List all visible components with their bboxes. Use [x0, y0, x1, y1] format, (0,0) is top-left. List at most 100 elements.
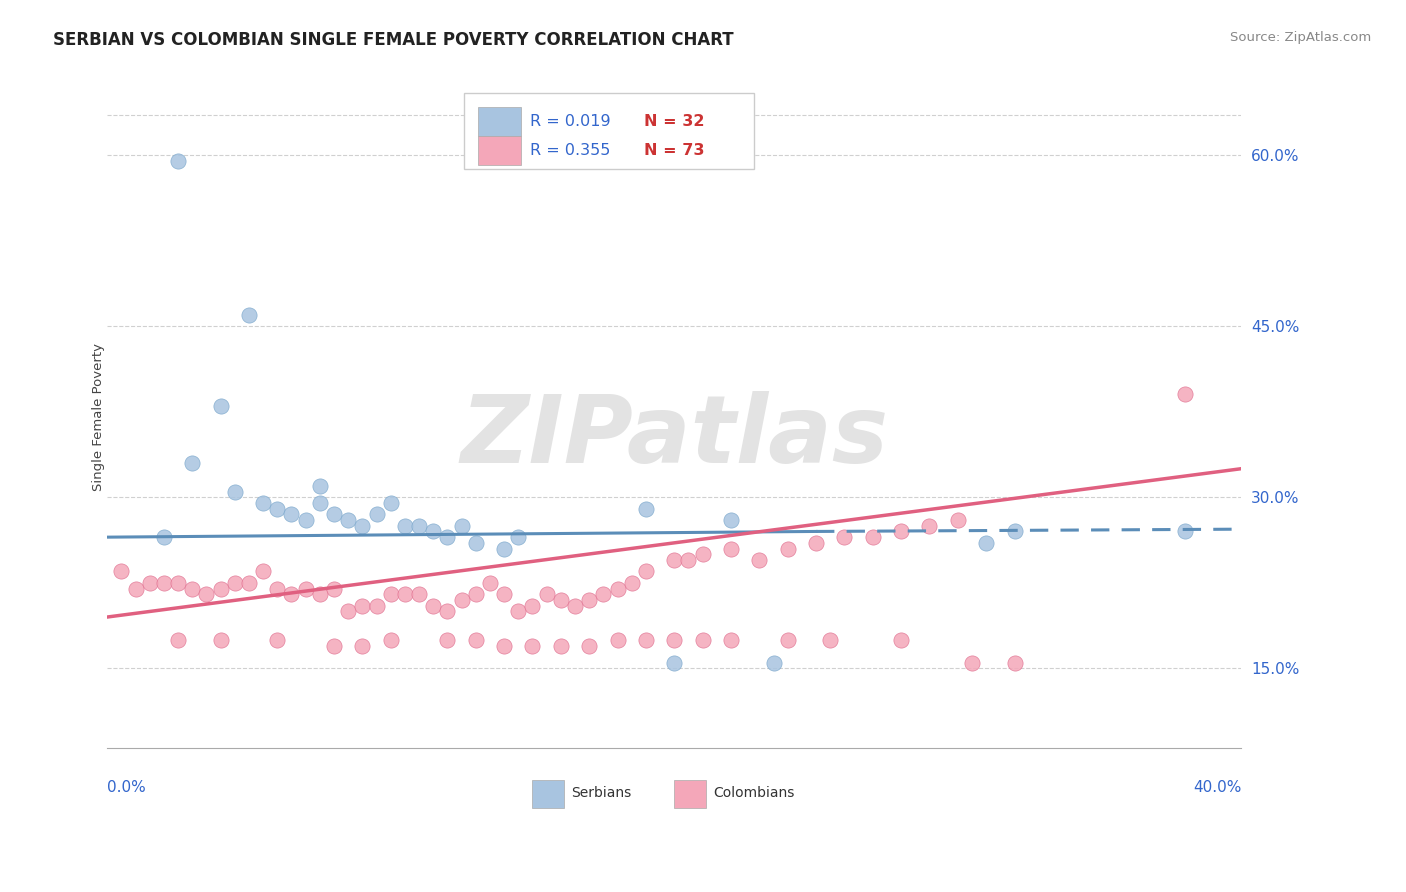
Point — [294, 513, 316, 527]
Point — [692, 632, 714, 647]
Point — [266, 501, 288, 516]
Point — [380, 632, 402, 647]
Text: Serbians: Serbians — [571, 786, 631, 800]
Point — [266, 632, 288, 647]
Point — [748, 553, 770, 567]
Point — [634, 565, 657, 579]
Point — [1174, 387, 1197, 401]
Point — [436, 530, 458, 544]
Point — [195, 587, 218, 601]
Point — [946, 513, 969, 527]
Point — [974, 536, 997, 550]
Point — [224, 484, 246, 499]
Point — [1004, 524, 1026, 539]
Point — [366, 599, 388, 613]
Text: Source: ZipAtlas.com: Source: ZipAtlas.com — [1230, 31, 1371, 45]
Point — [323, 508, 346, 522]
Point — [804, 536, 827, 550]
FancyBboxPatch shape — [533, 780, 564, 808]
Y-axis label: Single Female Poverty: Single Female Poverty — [93, 343, 105, 491]
Point — [450, 518, 472, 533]
Point — [550, 593, 572, 607]
Point — [508, 530, 530, 544]
Point — [634, 632, 657, 647]
Point — [464, 536, 486, 550]
Point — [918, 518, 941, 533]
Point — [153, 530, 176, 544]
Point — [494, 639, 516, 653]
Point — [308, 587, 330, 601]
Point — [664, 656, 686, 670]
Point — [436, 632, 458, 647]
Point — [352, 639, 374, 653]
Point — [209, 582, 232, 596]
Point — [494, 541, 516, 556]
Point — [238, 575, 260, 590]
Point — [564, 599, 586, 613]
Point — [408, 518, 430, 533]
Point — [352, 599, 374, 613]
Text: Colombians: Colombians — [713, 786, 794, 800]
Point — [464, 632, 486, 647]
Point — [138, 575, 160, 590]
Point — [522, 599, 544, 613]
Point — [762, 656, 785, 670]
Point — [960, 656, 983, 670]
Text: 40.0%: 40.0% — [1194, 780, 1241, 796]
Point — [337, 604, 360, 618]
Point — [634, 501, 657, 516]
Point — [550, 639, 572, 653]
Point — [366, 508, 388, 522]
Point — [578, 639, 600, 653]
Point — [323, 639, 346, 653]
Point — [153, 575, 176, 590]
Point — [323, 582, 346, 596]
Point — [834, 530, 856, 544]
Point — [124, 582, 146, 596]
Point — [209, 399, 232, 413]
Point — [422, 524, 444, 539]
Point — [224, 575, 246, 590]
Point — [181, 582, 204, 596]
Point — [692, 547, 714, 561]
Point — [294, 582, 316, 596]
Point — [238, 308, 260, 322]
Point — [464, 587, 486, 601]
Text: N = 73: N = 73 — [644, 143, 704, 158]
Point — [818, 632, 841, 647]
Point — [776, 632, 799, 647]
Point — [664, 632, 686, 647]
Text: 0.0%: 0.0% — [107, 780, 146, 796]
Point — [720, 513, 742, 527]
Point — [890, 524, 912, 539]
Point — [181, 456, 204, 470]
Point — [209, 632, 232, 647]
Point — [862, 530, 884, 544]
Text: N = 32: N = 32 — [644, 114, 704, 129]
Point — [252, 565, 274, 579]
Point — [380, 496, 402, 510]
Point — [408, 587, 430, 601]
Point — [352, 518, 374, 533]
Point — [522, 639, 544, 653]
Point — [620, 575, 643, 590]
Point — [1004, 656, 1026, 670]
Point — [252, 496, 274, 510]
Point — [664, 553, 686, 567]
Point — [776, 541, 799, 556]
Text: R = 0.019: R = 0.019 — [530, 114, 610, 129]
Point — [536, 587, 558, 601]
Point — [266, 582, 288, 596]
Point — [167, 575, 190, 590]
Point — [167, 153, 190, 168]
Text: R = 0.355: R = 0.355 — [530, 143, 610, 158]
Point — [337, 513, 360, 527]
Point — [720, 541, 742, 556]
Point — [280, 508, 302, 522]
Point — [508, 604, 530, 618]
Point — [422, 599, 444, 613]
Point — [890, 632, 912, 647]
Text: SERBIAN VS COLOMBIAN SINGLE FEMALE POVERTY CORRELATION CHART: SERBIAN VS COLOMBIAN SINGLE FEMALE POVER… — [53, 31, 734, 49]
Point — [167, 632, 190, 647]
Point — [720, 632, 742, 647]
